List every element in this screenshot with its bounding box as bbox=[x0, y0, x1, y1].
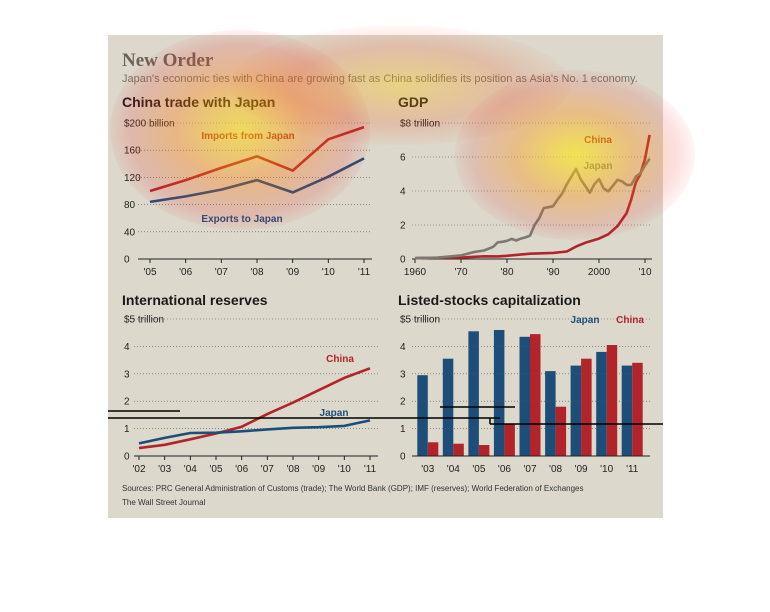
trade-exports-label: Exports to Japan bbox=[201, 214, 282, 225]
stocks-x-tick-label: '06 bbox=[498, 464, 511, 475]
reserves-china-label: China bbox=[326, 354, 354, 365]
trade-y-tick-label: 80 bbox=[124, 200, 136, 211]
stocks-china-label: China bbox=[616, 315, 644, 326]
reserves-x-tick-label: '07 bbox=[261, 464, 274, 475]
gdp-x-tick-label: '80 bbox=[500, 267, 513, 278]
reserves-x-tick-label: '08 bbox=[286, 464, 299, 475]
stocks-china-bar bbox=[530, 334, 541, 456]
stocks-china-bar bbox=[581, 358, 592, 456]
trade-y-tick-label: 40 bbox=[124, 227, 136, 238]
stocks-japan-bar bbox=[493, 330, 505, 456]
gdp-japan-label: Japan bbox=[584, 161, 613, 172]
trade-x-tick-label: '11 bbox=[358, 267, 371, 278]
stocks-y-tick-label: 1 bbox=[400, 424, 406, 435]
reserves-x-tick-label: '09 bbox=[312, 464, 325, 475]
reserves-x-tick-label: '06 bbox=[235, 464, 248, 475]
gdp-y-tick-label: 0 bbox=[400, 255, 406, 266]
reserves-china-line bbox=[138, 367, 371, 450]
stocks-china-bar bbox=[427, 442, 439, 456]
stocks-japan-bar bbox=[570, 365, 582, 456]
sources-note: Sources: PRC General Administration of C… bbox=[122, 484, 584, 493]
credit-note: The Wall Street Journal bbox=[122, 498, 206, 507]
stocks-x-tick-label: '10 bbox=[600, 464, 613, 475]
stocks-x-tick-label: '07 bbox=[523, 464, 536, 475]
reserves-x-tick-label: '02 bbox=[132, 464, 145, 475]
stocks-japan-bar bbox=[545, 371, 556, 456]
reserves-y-tick-label: 3 bbox=[124, 369, 130, 380]
trade-y-tick-label: 0 bbox=[124, 255, 130, 266]
stocks-x-tick-label: '05 bbox=[472, 464, 485, 475]
gdp-china-line bbox=[414, 134, 651, 260]
stocks-china-bar bbox=[453, 443, 464, 456]
reserves-japan-line bbox=[138, 419, 371, 445]
trade-y-tick-label: 160 bbox=[124, 146, 141, 157]
reserves-y-tick-label: 2 bbox=[124, 397, 130, 408]
gdp-x-tick-label: '70 bbox=[454, 267, 467, 278]
reserves-y-tick-label: 4 bbox=[124, 342, 130, 353]
gdp-x-tick-label: 2000 bbox=[588, 267, 611, 278]
reserves-y-tick-label: $5 trillion bbox=[124, 315, 164, 326]
stocks-y-tick-label: 0 bbox=[400, 452, 406, 463]
reserves-x-tick-label: '11 bbox=[364, 464, 377, 475]
trade-x-tick-label: '06 bbox=[179, 267, 192, 278]
trade-x-tick-label: '10 bbox=[322, 267, 335, 278]
stocks-china-bar bbox=[504, 424, 515, 456]
trade-x-tick-label: '08 bbox=[250, 267, 263, 278]
trade-x-tick-label: '07 bbox=[215, 267, 228, 278]
stocks-japan-label: Japan bbox=[571, 315, 600, 326]
gdp-china-label: China bbox=[584, 135, 612, 146]
stocks-china-bar bbox=[606, 345, 618, 456]
stocks-x-tick-label: '04 bbox=[447, 464, 460, 475]
stocks-japan-bar bbox=[621, 365, 633, 456]
stocks-x-tick-label: '09 bbox=[575, 464, 588, 475]
stocks-china-bar bbox=[632, 362, 643, 456]
trade-y-tick-label: $200 billion bbox=[124, 119, 175, 130]
gdp-y-tick-label: 6 bbox=[400, 153, 406, 164]
stocks-y-tick-label: $5 trillion bbox=[400, 315, 440, 326]
reserves-japan-label: Japan bbox=[320, 408, 349, 419]
stocks-y-tick-label: 2 bbox=[400, 397, 406, 408]
trade-y-tick-label: 120 bbox=[124, 173, 141, 184]
reserves-x-tick-label: '03 bbox=[158, 464, 171, 475]
stocks-china-bar bbox=[555, 406, 567, 456]
stocks-japan-bar bbox=[519, 336, 530, 456]
gdp-x-tick-label: '90 bbox=[546, 267, 559, 278]
gdp-x-tick-label: '10 bbox=[638, 267, 651, 278]
stocks-x-tick-label: '03 bbox=[421, 464, 434, 475]
stocks-y-tick-label: 3 bbox=[400, 369, 406, 380]
reserves-x-tick-label: '04 bbox=[184, 464, 197, 475]
gdp-y-tick-label: 4 bbox=[400, 187, 406, 198]
stocks-japan-bar bbox=[417, 375, 428, 456]
stocks-japan-bar bbox=[596, 351, 607, 456]
gdp-y-tick-label: 2 bbox=[400, 221, 406, 232]
reserves-x-tick-label: '05 bbox=[209, 464, 222, 475]
reserves-y-tick-label: 0 bbox=[124, 452, 130, 463]
gdp-y-tick-label: $8 trillion bbox=[400, 119, 440, 130]
trade-x-tick-label: '09 bbox=[286, 267, 299, 278]
trade-imports-label: Imports from Japan bbox=[201, 131, 294, 142]
gdp-x-tick-label: 1960 bbox=[404, 267, 427, 278]
stocks-x-tick-label: '08 bbox=[549, 464, 562, 475]
stocks-y-tick-label: 4 bbox=[400, 342, 406, 353]
stocks-x-tick-label: '11 bbox=[626, 464, 639, 475]
stocks-chart-title: Listed-stocks capitalization bbox=[398, 292, 581, 308]
gdp-chart-title: GDP bbox=[398, 94, 429, 110]
stocks-china-bar bbox=[478, 445, 490, 456]
trade-x-tick-label: '05 bbox=[143, 267, 156, 278]
reserves-y-tick-label: 1 bbox=[124, 424, 130, 435]
reserves-x-tick-label: '10 bbox=[338, 464, 351, 475]
gdp-japan-line bbox=[414, 157, 651, 260]
reserves-chart-title: International reserves bbox=[122, 292, 268, 308]
stocks-japan-bar bbox=[468, 331, 479, 456]
